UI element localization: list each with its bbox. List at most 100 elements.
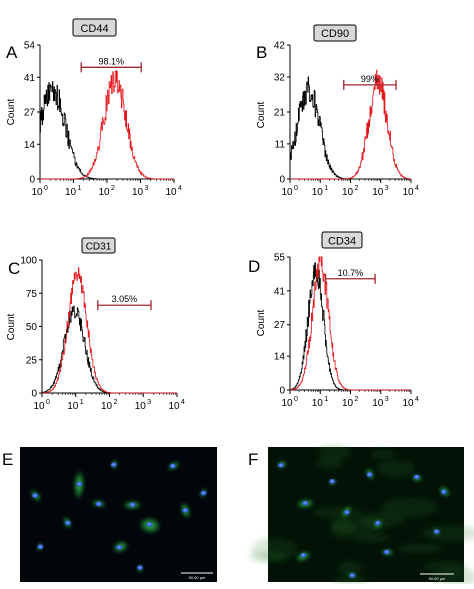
cell-haze [251, 538, 298, 561]
y-tick-label-b: 32 [274, 72, 286, 83]
y-tick-label-d: 55 [274, 253, 286, 264]
marker-label-d: CD34 [328, 236, 356, 248]
x-tick-exponent-d: 4 [415, 396, 419, 403]
x-tick-exponent-d: 3 [385, 396, 389, 403]
x-tick-label-a: 10 [165, 187, 177, 198]
marker-label-a: CD44 [80, 23, 108, 35]
histogram-stained-c [42, 267, 177, 394]
cell-nucleus [413, 474, 421, 480]
cell-nucleus [129, 502, 136, 508]
y-axis-label-d: Count [256, 309, 267, 336]
histogram-control-b [290, 76, 411, 180]
x-tick-exponent-b: 4 [415, 185, 419, 192]
x-tick-label-c: 10 [168, 401, 180, 412]
y-tick-label-d: 27 [274, 320, 286, 331]
cell-nucleus [374, 520, 382, 526]
cell-nucleus [76, 481, 83, 487]
x-tick-label-c: 10 [101, 401, 113, 412]
x-tick-exponent-d: 1 [324, 396, 328, 403]
x-tick-label-d: 10 [312, 398, 324, 409]
x-tick-label-a: 10 [31, 187, 43, 198]
panel-label-f: F [248, 450, 258, 469]
cell-haze [333, 575, 368, 586]
cell-nucleus [343, 509, 351, 516]
cell-nucleus [110, 462, 118, 468]
histogram-stained-a [40, 70, 174, 180]
gate-label-b: 99% [361, 74, 379, 84]
cell-nucleus [200, 490, 208, 496]
gate-label-c: 3.05% [112, 294, 138, 304]
marker-label-c: CD31 [86, 242, 112, 253]
x-tick-label-a: 10 [65, 187, 77, 198]
y-tick-label-c: 50 [26, 322, 38, 333]
y-tick-label-b: 11 [275, 139, 286, 150]
x-tick-exponent-c: 0 [46, 399, 50, 406]
cell-haze [360, 511, 406, 528]
cell-haze [317, 444, 351, 460]
cell-nucleus [277, 462, 285, 468]
cell-nucleus [349, 572, 356, 579]
micrograph-panel-e: E 50.00 µm [2, 447, 217, 582]
x-tick-label-d: 10 [342, 398, 354, 409]
marker-box-b [313, 24, 357, 42]
x-tick-exponent-a: 0 [44, 185, 48, 192]
y-tick-label-a: 54 [24, 41, 36, 52]
y-tick-label-a: 41 [24, 73, 36, 84]
cell-nucleus [146, 521, 153, 528]
y-tick-label-c: 100 [20, 256, 37, 267]
x-tick-exponent-a: 4 [178, 185, 182, 192]
cell-nucleus [95, 501, 103, 507]
x-tick-label-c: 10 [67, 401, 79, 412]
x-tick-label-c: 10 [33, 401, 45, 412]
scalebar-label-e: 50.00 µm [189, 575, 206, 580]
cell-nucleus [366, 472, 373, 478]
x-tick-label-d: 10 [372, 398, 384, 409]
cell-nucleus [383, 549, 391, 555]
y-tick-label-d: 41 [274, 286, 286, 297]
marker-box-a [72, 18, 117, 37]
x-tick-exponent-c: 2 [114, 399, 118, 406]
panel-label-e: E [2, 450, 13, 469]
x-tick-exponent-a: 1 [78, 185, 82, 192]
cell-layer-f [249, 444, 474, 587]
y-axis-label-c: Count [6, 313, 17, 340]
cell-nucleus [433, 529, 441, 535]
cell-nucleus [302, 500, 309, 506]
x-tick-exponent-b: 2 [355, 185, 359, 192]
cell-haze [312, 507, 364, 519]
scalebar-label-f: 50.00 µm [429, 576, 446, 581]
cell-haze [423, 561, 468, 573]
x-tick-exponent-b: 1 [324, 185, 328, 192]
histogram-control-a [40, 81, 174, 180]
marker-box-d [321, 231, 363, 249]
x-tick-label-a: 10 [132, 187, 144, 198]
cell-nucleus [182, 507, 189, 514]
x-tick-exponent-a: 3 [145, 185, 149, 192]
x-tick-label-b: 10 [342, 187, 354, 198]
x-tick-label-d: 10 [281, 398, 293, 409]
cell-nucleus [37, 544, 44, 550]
x-tick-exponent-b: 3 [385, 185, 389, 192]
cell-nucleus [169, 463, 177, 469]
y-tick-label-c: 25 [26, 355, 38, 366]
y-tick-label-a: 27 [24, 108, 36, 119]
gate-label-d: 10.7% [338, 268, 364, 278]
y-tick-label-a: 14 [24, 140, 36, 151]
cell-nucleus [64, 520, 72, 526]
cell-nucleus [300, 552, 307, 558]
x-tick-exponent-d: 2 [355, 396, 359, 403]
y-tick-label-b: 0 [279, 175, 285, 186]
histogram-control-c [42, 305, 177, 394]
y-tick-label-c: 75 [26, 289, 38, 300]
histogram-stained-d [290, 256, 411, 391]
x-tick-label-b: 10 [312, 187, 324, 198]
histogram-control-d [290, 262, 411, 391]
